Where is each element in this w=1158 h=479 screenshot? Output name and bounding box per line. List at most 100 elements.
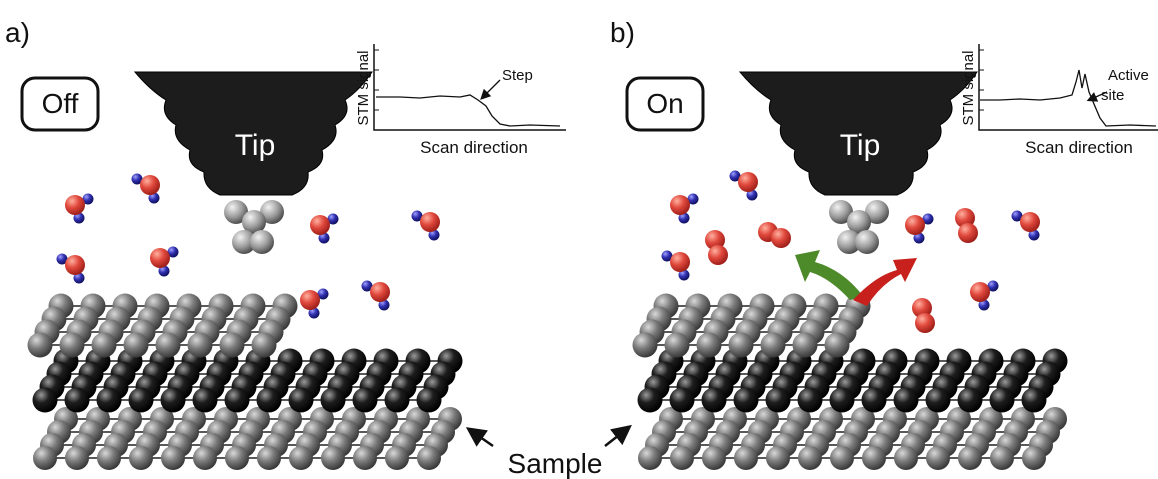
inset-ylabel: STM signal	[960, 50, 977, 125]
tip-label: Tip	[840, 129, 881, 162]
atom	[289, 388, 314, 413]
inset-annotation: Step	[502, 67, 533, 84]
sample-arrow	[605, 428, 628, 446]
atom	[702, 446, 726, 470]
panel-label: b)	[610, 17, 635, 48]
sample-arrow	[470, 430, 493, 446]
tip-atom	[855, 230, 879, 254]
atom	[353, 446, 377, 470]
tip-atom	[250, 230, 274, 254]
oxygen	[708, 245, 728, 265]
atom	[385, 446, 409, 470]
oxygen	[150, 248, 170, 268]
atom	[353, 388, 378, 413]
tip-label: Tip	[235, 129, 276, 162]
atom	[825, 333, 850, 358]
atom	[894, 446, 918, 470]
oxygen	[670, 252, 690, 272]
atom	[188, 333, 213, 358]
atom	[793, 333, 818, 358]
atom	[926, 388, 951, 413]
oxygen	[65, 195, 85, 215]
atom	[990, 446, 1014, 470]
oxygen	[370, 282, 390, 302]
atom	[225, 446, 249, 470]
atom	[92, 333, 117, 358]
atom	[862, 446, 886, 470]
atom	[129, 446, 153, 470]
oxygen	[65, 255, 85, 275]
desorption-arrow-red	[853, 258, 917, 306]
atom	[798, 446, 822, 470]
atom	[60, 333, 85, 358]
annotation-arrow	[482, 80, 500, 98]
atom	[417, 446, 441, 470]
atom	[638, 446, 662, 470]
atom	[124, 333, 149, 358]
inset-annotation: site	[1101, 87, 1124, 104]
atom	[417, 388, 442, 413]
figure: a)OffTipSTM signalScan directionStepb)On…	[0, 0, 1158, 479]
atom	[225, 388, 250, 413]
inset-signal	[376, 95, 560, 126]
atom	[958, 388, 983, 413]
inset-xlabel: Scan direction	[1025, 138, 1133, 157]
sample-label: Sample	[508, 448, 603, 479]
atom	[321, 388, 346, 413]
oxygen	[140, 175, 160, 195]
atom	[766, 388, 791, 413]
atom	[830, 446, 854, 470]
oxygen	[1020, 212, 1040, 232]
atom	[729, 333, 754, 358]
inset-axes	[979, 44, 1158, 130]
atom	[161, 388, 186, 413]
atom	[65, 388, 90, 413]
oxygen	[970, 282, 990, 302]
oxygen	[670, 195, 690, 215]
atom	[990, 388, 1015, 413]
atom	[894, 388, 919, 413]
atom	[830, 388, 855, 413]
atom	[697, 333, 722, 358]
inset-axes	[374, 44, 566, 130]
state-label: Off	[42, 88, 79, 119]
atom	[33, 446, 57, 470]
atom	[798, 388, 823, 413]
atom	[734, 388, 759, 413]
atom	[321, 446, 345, 470]
atom	[766, 446, 790, 470]
atom	[220, 333, 245, 358]
atom	[289, 446, 313, 470]
atom	[161, 446, 185, 470]
atom	[257, 446, 281, 470]
atom	[665, 333, 690, 358]
inset-annotation: Active	[1108, 67, 1149, 84]
atom	[193, 388, 218, 413]
atom	[862, 388, 887, 413]
atom	[252, 333, 277, 358]
oxygen	[915, 313, 935, 333]
atom	[958, 446, 982, 470]
atom	[28, 333, 53, 358]
inset-xlabel: Scan direction	[420, 138, 528, 157]
oxygen	[958, 223, 978, 243]
atom	[97, 446, 121, 470]
panel: b) On Tip STM signal Scan direction Active sit…	[610, 17, 1158, 470]
atom	[385, 388, 410, 413]
atom	[638, 388, 663, 413]
oxygen	[300, 290, 320, 310]
atom	[670, 446, 694, 470]
atom	[193, 446, 217, 470]
atom	[97, 388, 122, 413]
atom	[129, 388, 154, 413]
oxygen	[420, 212, 440, 232]
atom	[1022, 388, 1047, 413]
atom	[65, 446, 89, 470]
atom	[702, 388, 727, 413]
panels: a)OffTipSTM signalScan directionStepb)On…	[5, 17, 1158, 470]
atom	[734, 446, 758, 470]
state-label: On	[646, 88, 683, 119]
atom	[670, 388, 695, 413]
desorption-arrow-green	[795, 250, 863, 300]
atom	[633, 333, 658, 358]
